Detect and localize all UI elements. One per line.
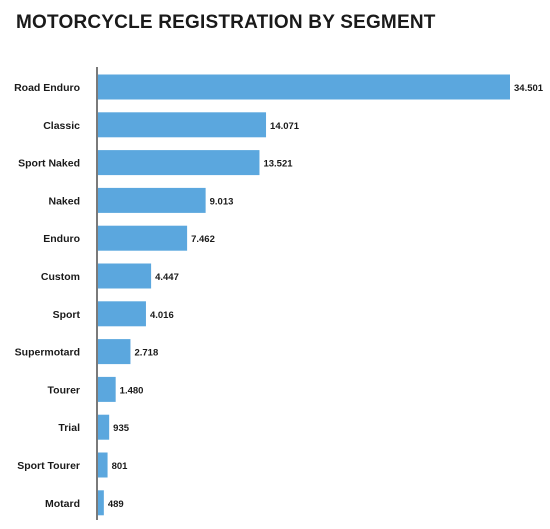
chart-title: MOTORCYCLE REGISTRATION BY SEGMENT (16, 12, 436, 33)
bar-road-enduro (98, 74, 510, 100)
value-label-trial: 935 (113, 423, 130, 434)
value-label-custom: 4.447 (155, 272, 179, 283)
bar-motard (98, 490, 104, 516)
bar-enduro (98, 225, 188, 251)
value-label-sport-naked: 13.521 (263, 159, 293, 170)
bar-trial (98, 414, 110, 440)
value-label-sport: 4.016 (150, 310, 174, 321)
category-label-motard: Motard (45, 498, 80, 510)
value-label-tourer: 1.480 (120, 385, 144, 396)
value-label-enduro: 7.462 (191, 234, 215, 245)
bar-sport-naked (98, 150, 260, 176)
category-label-naked: Naked (48, 195, 80, 207)
category-label-road-enduro: Road Enduro (14, 82, 80, 94)
value-label-naked: 9.013 (210, 196, 234, 207)
category-label-sport-tourer: Sport Tourer (17, 460, 80, 472)
bar-sport-tourer (98, 452, 108, 478)
value-label-supermotard: 2.718 (134, 348, 158, 359)
bar-naked (98, 187, 206, 213)
category-label-sport-naked: Sport Naked (18, 158, 80, 170)
bar-classic (98, 112, 267, 138)
category-label-sport: Sport (53, 309, 81, 321)
bar-tourer (98, 376, 116, 402)
value-label-road-enduro: 34.501 (514, 83, 544, 94)
bar-supermotard (98, 339, 131, 365)
category-label-classic: Classic (43, 120, 80, 132)
category-label-enduro: Enduro (43, 233, 80, 245)
category-label-custom: Custom (41, 271, 80, 283)
bar-custom (98, 263, 152, 289)
category-label-supermotard: Supermotard (15, 347, 80, 359)
category-label-tourer: Tourer (48, 384, 80, 396)
value-label-sport-tourer: 801 (112, 461, 129, 472)
value-label-classic: 14.071 (270, 121, 300, 132)
bar-sport (98, 301, 146, 327)
bars-layer: Road Enduro 34.501 Classic 14.071 Sport Nake… (14, 74, 544, 516)
value-label-motard: 489 (108, 499, 124, 510)
category-label-trial: Trial (58, 422, 80, 434)
